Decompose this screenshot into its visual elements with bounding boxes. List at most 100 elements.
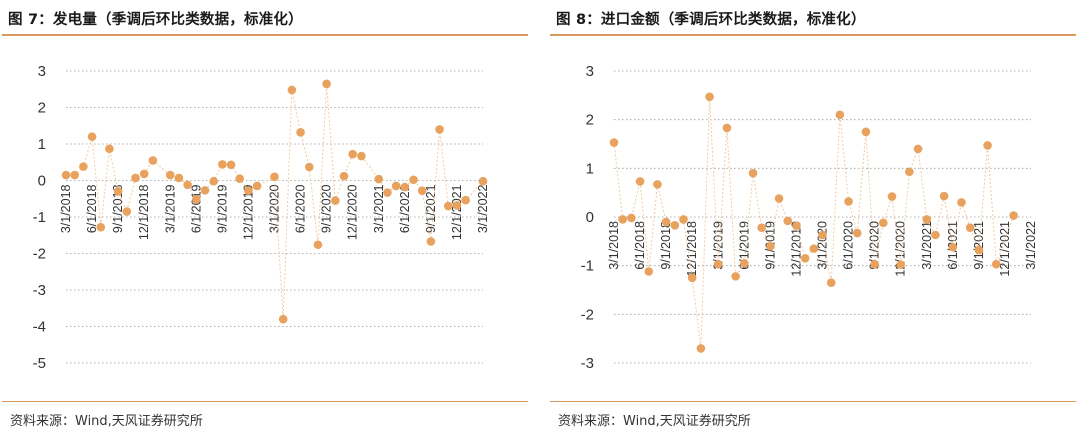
data-point <box>740 258 749 268</box>
x-tick-label: 9/1/2018 <box>659 221 673 270</box>
x-tick-label: 12/1/2021 <box>998 221 1012 277</box>
data-point <box>226 160 236 170</box>
chart-title: 图 7：发电量（季调后环比类数据，标准化） <box>8 12 303 28</box>
footer-rule <box>2 401 528 402</box>
x-tick-label: 3/1/2018 <box>59 184 73 233</box>
y-tick-label: 2 <box>38 100 46 117</box>
data-point <box>235 174 245 183</box>
chart-panel-power-generation: 图 7：发电量（季调后环比类数据，标准化） 3 2 1 0 -1 -2 -3 -4 -5 3/1/… <box>2 0 530 432</box>
data-point <box>913 144 923 154</box>
data-point <box>218 160 227 169</box>
data-point <box>922 215 932 224</box>
data-point <box>304 162 314 172</box>
data-point <box>174 173 184 183</box>
y-tick-label: -4 <box>33 319 46 336</box>
footer-rule <box>550 401 1076 402</box>
data-point <box>435 125 444 134</box>
data-point <box>748 168 758 178</box>
y-tick-label: -1 <box>581 258 594 275</box>
data-point <box>696 344 706 353</box>
data-point <box>705 92 714 102</box>
y-tick-label: -2 <box>33 246 46 263</box>
x-tick-label: 12/1/2019 <box>241 184 255 240</box>
data-point <box>635 177 645 186</box>
y-tick-label: -5 <box>33 355 46 372</box>
y-tick-label: 0 <box>38 173 46 190</box>
data-point <box>609 138 619 147</box>
y-tick-label: 3 <box>38 63 46 80</box>
data-point <box>844 197 853 206</box>
data-point <box>731 272 740 281</box>
data-point <box>165 170 175 180</box>
y-tick-label: -2 <box>581 306 594 323</box>
data-point <box>192 195 201 204</box>
data-point <box>818 230 827 240</box>
data-point <box>105 144 114 154</box>
data-point <box>61 170 71 180</box>
data-point <box>139 169 149 179</box>
title-rule <box>550 34 1076 36</box>
data-point <box>478 176 488 186</box>
data-point <box>879 218 888 228</box>
data-point <box>400 182 410 192</box>
data-point <box>948 242 958 252</box>
data-point <box>783 216 793 226</box>
data-point <box>835 110 845 120</box>
data-point <box>679 215 688 224</box>
data-point <box>426 237 436 246</box>
x-tick-label: 12/1/2019 <box>789 221 803 277</box>
data-point <box>861 127 871 137</box>
data-point <box>461 195 470 205</box>
data-point <box>870 259 879 269</box>
x-tick-label: 12/1/2021 <box>450 184 464 240</box>
data-point <box>627 213 636 223</box>
data-point <box>644 267 654 276</box>
data-point <box>417 186 427 196</box>
x-tick-label: 12/1/2018 <box>685 221 699 277</box>
data-point <box>653 180 662 189</box>
y-tick-label: 3 <box>586 63 594 80</box>
x-tick-label: 3/1/2022 <box>476 184 490 233</box>
data-point <box>287 85 297 95</box>
data-point <box>296 128 305 137</box>
x-tick-label: 12/1/2020 <box>346 184 360 240</box>
chart-title: 图 8：进口金额（季调后环比类数据，标准化） <box>556 12 866 28</box>
data-point <box>113 187 123 196</box>
y-tick-label: -1 <box>33 209 46 226</box>
x-tick-label: 6/1/2018 <box>85 184 99 233</box>
data-point <box>70 170 79 180</box>
x-tick-label: 3/1/2021 <box>920 221 934 270</box>
data-point <box>1009 211 1018 220</box>
data-point <box>957 198 966 207</box>
data-point <box>905 167 914 177</box>
data-point <box>774 194 784 203</box>
x-tick-label: 9/1/2018 <box>111 184 125 233</box>
x-tick-label: 3/1/2019 <box>163 184 177 233</box>
y-tick-label: -3 <box>33 282 46 299</box>
x-tick-label: 3/1/2019 <box>711 221 725 270</box>
data-point <box>391 181 401 191</box>
data-point <box>313 240 323 250</box>
x-tick-label: 9/1/2020 <box>868 221 882 270</box>
data-point <box>809 244 819 253</box>
data-point <box>270 172 279 182</box>
chart-plot-import-value: 3 2 1 0 -1 -2 -3 3/1/2018 6/1/2018 9/1/2018 12/1/2… <box>581 63 1038 372</box>
data-point <box>800 254 810 263</box>
data-point <box>618 215 627 224</box>
data-point <box>983 141 992 150</box>
y-tick-label: 1 <box>586 160 594 177</box>
data-point <box>96 222 106 232</box>
data-point <box>209 176 218 186</box>
data-point <box>383 188 392 197</box>
x-tick-label: 9/1/2019 <box>215 184 229 233</box>
data-point <box>670 220 680 230</box>
data-point <box>409 175 418 185</box>
data-point <box>852 228 862 238</box>
data-point <box>713 259 723 269</box>
y-tick-label: -3 <box>581 355 594 372</box>
data-point <box>887 192 897 201</box>
title-rule <box>2 34 528 36</box>
x-tick-label: 6/1/2021 <box>398 184 412 233</box>
data-point <box>131 173 140 183</box>
data-point <box>278 314 288 324</box>
